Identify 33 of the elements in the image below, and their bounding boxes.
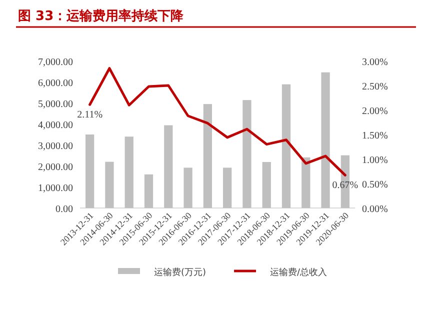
y-tick-label: 0.00 [56, 204, 73, 215]
y-tick-label: 4,000.00 [38, 120, 73, 131]
data-label: 2.11% [77, 110, 103, 121]
bar [124, 136, 134, 208]
data-label: 0.67% [332, 180, 358, 192]
bar [223, 168, 232, 208]
y2-tick-label: 1.50% [362, 130, 388, 142]
title: 图 33：运输费用率持续下降 [18, 9, 184, 24]
y-tick-label: 6,000.00 [38, 78, 73, 89]
bar [242, 100, 252, 208]
y-tick-label: 2,000.00 [38, 162, 73, 173]
bar [164, 125, 173, 208]
bar [262, 162, 271, 208]
y-tick-label: 3,000.00 [38, 141, 73, 152]
y2-tick-label: 0.50% [362, 180, 388, 190]
legend-label: 运输费(万元) [154, 267, 206, 278]
y-tick-label: 1,000.00 [38, 183, 73, 194]
bar [203, 104, 212, 208]
bar [86, 134, 94, 208]
y2-tick-label: 2.00% [362, 106, 388, 117]
y-tick-label: 7,000.00 [38, 57, 73, 68]
y2-tick-label: 2.50% [362, 82, 388, 92]
y2-tick-label: 3.00% [362, 57, 388, 68]
y2-tick-label: 1.00% [362, 155, 388, 166]
bar [321, 72, 330, 208]
bar [144, 174, 154, 208]
bar [302, 157, 310, 208]
y-tick-label: 5,000.00 [38, 99, 73, 110]
legend-label: 运输费/总收入 [270, 267, 328, 278]
y2-tick-label: 0.00% [362, 204, 388, 215]
bar [282, 84, 291, 208]
bar [184, 168, 192, 208]
bar [105, 162, 114, 208]
